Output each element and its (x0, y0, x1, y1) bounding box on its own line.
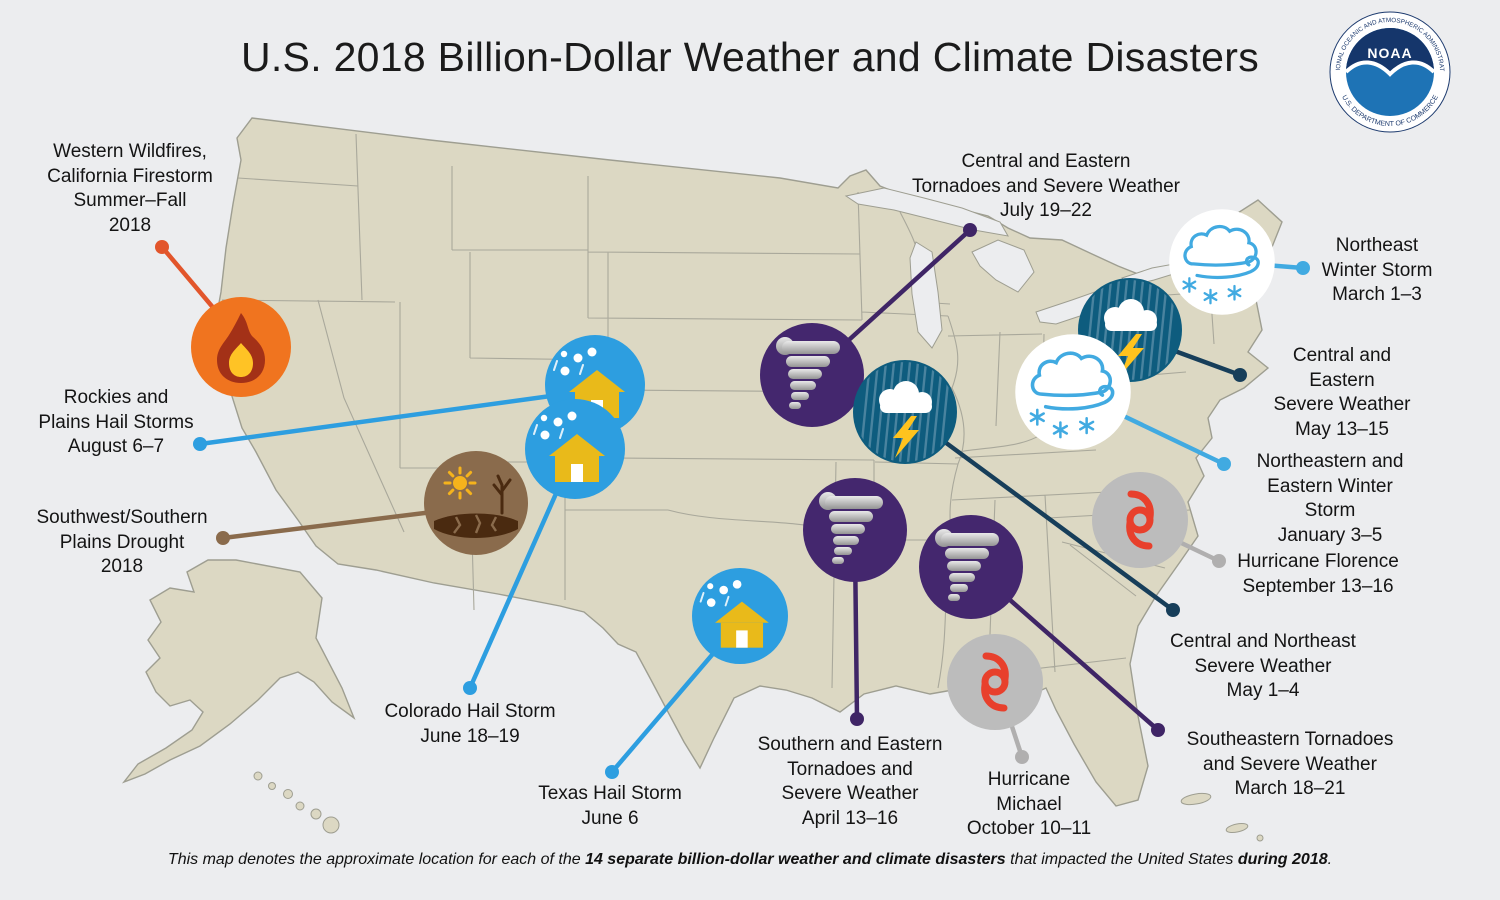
label-dot-southern-eastern-tornadoes (850, 712, 864, 726)
great-lakes (844, 187, 1181, 349)
label-hurricane-michael: Hurricane Michael October 10–11 (966, 769, 1092, 839)
tornado-icon-southeastern (919, 515, 1023, 619)
label-dot-central-northeast-severe (1166, 603, 1180, 617)
label-colorado-hail: Colorado Hail Storm June 18–19 (384, 701, 556, 747)
label-dot-hurricane-michael (1015, 750, 1029, 764)
label-dot-colorado-hail (463, 681, 477, 695)
footer-bold-year: during 2018 (1237, 851, 1328, 868)
winter-storm-icon-northeastern-eastern (1013, 332, 1133, 452)
label-rockies-plains-hail: Rockies and Plains Hail Storms August 6–… (38, 387, 194, 457)
label-dot-northeast-winter-storm (1296, 261, 1310, 275)
hurricane-icon-michael (947, 634, 1043, 730)
hail-icon-colorado (524, 398, 626, 500)
noaa-wordmark: NOAA (1367, 45, 1412, 61)
label-dot-texas-hail (605, 765, 619, 779)
leader-line-rockies-plains-hail (197, 389, 583, 447)
offshore-islands (1180, 792, 1264, 842)
leader-line-southwest-drought (220, 505, 468, 541)
hail-icon-texas (691, 567, 789, 665)
wildfire-icon (191, 297, 291, 397)
label-dot-southeastern-tornadoes (1151, 723, 1165, 737)
footer-note: This map denotes the approximate locatio… (0, 851, 1500, 869)
label-northeast-winter-storm: Northeast Winter Storm March 1–3 (1321, 235, 1433, 305)
label-southern-eastern-tornadoes: Southern and Eastern Tornadoes and Sever… (757, 734, 943, 829)
leader-line-central-northeast-severe (912, 417, 1176, 613)
severe-weather-icon-central-northeast (853, 360, 957, 464)
label-dot-central-eastern-tornadoes (963, 223, 977, 237)
label-southwest-drought: Southwest/Southern Plains Drought 2018 (36, 507, 208, 577)
label-central-northeast-severe: Central and Northeast Severe Weather May… (1170, 631, 1356, 701)
label-hurricane-florence: Hurricane Florence September 13–16 (1237, 551, 1399, 597)
hurricane-icon-florence (1092, 472, 1188, 568)
label-central-eastern-tornadoes: Central and Eastern Tornadoes and Severe… (912, 151, 1180, 221)
noaa-gull-icon (1344, 60, 1436, 77)
alaska-map (121, 559, 356, 784)
footer-prefix: This map denotes the approximate locatio… (167, 851, 586, 868)
noaa-logo: NATIONAL OCEANIC AND ATMOSPHERIC ADMINIS… (1329, 11, 1451, 133)
page-title: U.S. 2018 Billion-Dollar Weather and Cli… (240, 34, 1260, 80)
hawaii-islands (253, 771, 340, 834)
drought-icon (422, 449, 530, 557)
label-dot-southwest-drought (216, 531, 230, 545)
leader-line-colorado-hail (467, 459, 573, 691)
label-dot-hurricane-florence (1212, 554, 1226, 568)
label-dot-northeastern-eastern-winter-storm (1217, 457, 1231, 471)
label-texas-hail: Texas Hail Storm June 6 (538, 783, 682, 829)
label-dot-rockies-plains-hail (193, 437, 207, 451)
label-southeastern-tornadoes: Southeastern Tornadoes and Severe Weathe… (1186, 729, 1394, 799)
label-western-wildfires: Western Wildfires, California Firestorm … (47, 141, 213, 236)
label-central-eastern-severe: Central and Eastern Severe Weather May 1… (1273, 345, 1411, 440)
label-dot-central-eastern-severe (1233, 368, 1247, 382)
footer-bold-count: 14 separate billion-dollar weather and c… (585, 851, 1006, 868)
footer-middle: that impacted the United States (1005, 851, 1238, 868)
lake-huron (971, 239, 1035, 293)
label-dot-western-wildfires (155, 240, 169, 254)
footer-suffix: . (1327, 851, 1333, 868)
leader-line-southeastern-tornadoes (982, 575, 1161, 733)
tornado-icon-central-eastern (760, 323, 864, 427)
tornado-icon-southern-eastern (803, 478, 907, 582)
label-northeastern-eastern-winter-storm: Northeastern and Eastern Winter Storm Ja… (1256, 451, 1404, 546)
winter-storm-icon-northeast (1167, 207, 1277, 317)
